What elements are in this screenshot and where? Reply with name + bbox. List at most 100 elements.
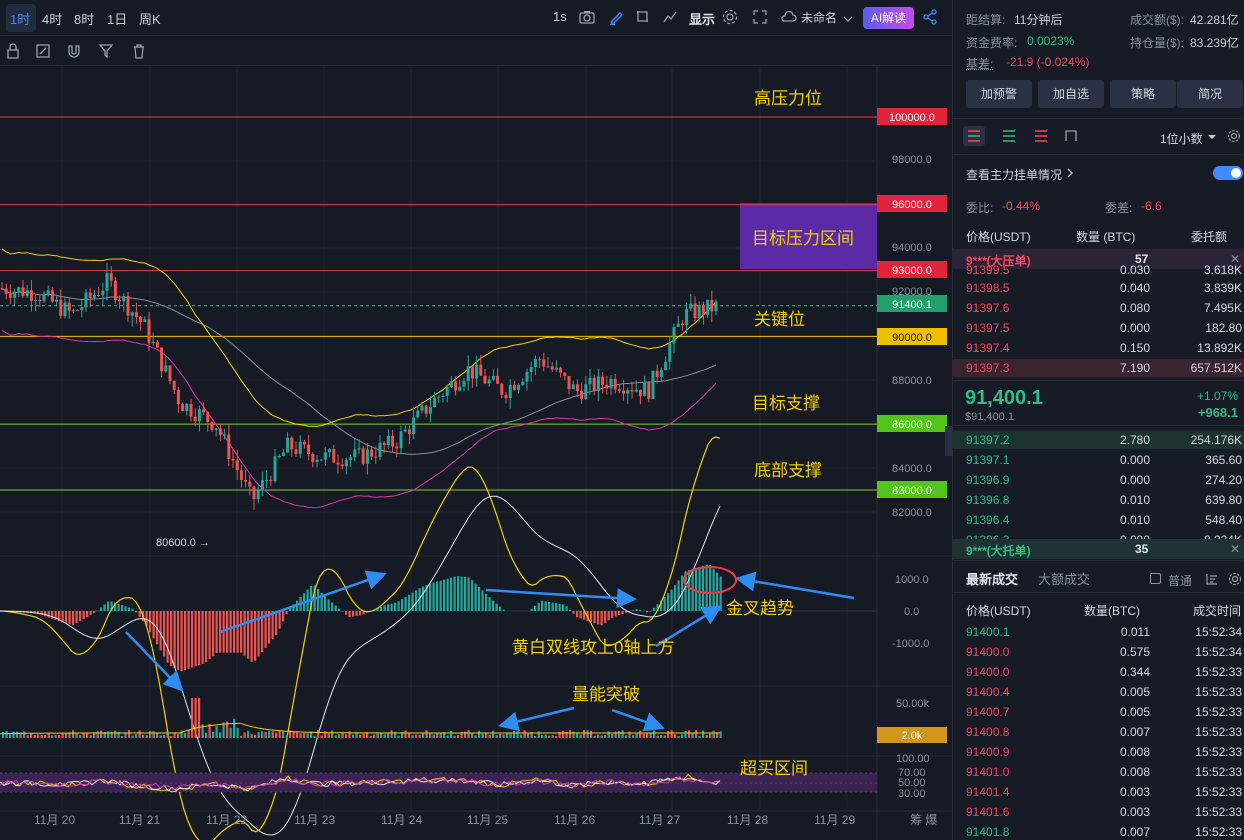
trade-row[interactable]: 91400.9 0.008 15:52:33 [952,742,1244,762]
gear-icon[interactable] [1228,572,1242,586]
price-cell: 91398.5 [966,281,1010,295]
book-header-qty[interactable]: 数量 (BTC) [1076,230,1136,244]
fullscreen-icon[interactable] [751,8,769,26]
bid-row[interactable]: 91396.9 0.000 274.20 [952,470,1244,490]
strategy-button[interactable]: 策略 [1110,80,1176,108]
main-orders-link[interactable]: 查看主力挂单情况 [966,168,1063,182]
sort-icon[interactable] [1205,572,1219,586]
macd-bar [310,586,313,611]
trade-row[interactable]: 91401.4 0.003 15:52:33 [952,782,1244,802]
ask-row[interactable]: 91397.6 0.080 7.495K [952,298,1244,318]
book-both-view[interactable] [963,126,985,146]
trade-row[interactable]: 91400.0 0.344 15:52:33 [952,662,1244,682]
layout-name[interactable]: 未命名 [801,11,838,25]
cloud-icon [781,10,797,22]
macd-bar [114,602,117,611]
chevron-right-icon[interactable] [1065,167,1075,179]
price-chart[interactable]: 98000.0 94000.0 92000.0 88000.0 84000.0 … [0,66,952,840]
chart-area[interactable]: 98000.0 94000.0 92000.0 88000.0 84000.0 … [0,66,952,840]
gear-icon[interactable] [1227,129,1241,143]
volume-bar [425,730,428,738]
pen-icon[interactable] [607,8,625,26]
share-icon[interactable] [921,8,939,26]
timeframe-1d[interactable]: 1日 [107,12,128,27]
ask-row[interactable]: 91397.4 0.150 13.892K [952,338,1244,358]
orderbook-asks-icon[interactable] [1033,128,1049,144]
trade-row[interactable]: 91401.0 0.008 15:52:33 [952,762,1244,782]
macd-bar [611,611,614,618]
seconds-button[interactable]: 1s [553,9,567,24]
bid-row[interactable]: 91397.2 2.780 254.176K [952,430,1244,450]
display-button[interactable]: 显示 [689,12,716,27]
crop-icon[interactable] [634,8,652,26]
tab-big-trades[interactable]: 大额成交 [1038,572,1091,587]
bid-row[interactable]: 91396.8 0.010 639.80 [952,490,1244,510]
caret-down-icon[interactable] [1207,132,1217,142]
annotation-arrow [735,571,855,600]
ask-row[interactable]: 91397.3 7.190 657.512K [952,358,1244,378]
volume-bar [548,735,551,738]
volume-bar [264,731,267,738]
trade-row[interactable]: 91400.1 0.011 15:52:34 [952,622,1244,642]
ask-row[interactable]: 91399.5 0.030 3.618K [952,260,1244,280]
diff-label: 委差: [1105,201,1133,215]
volume-bar [530,732,533,738]
panel-collapse-handle[interactable] [945,426,952,456]
settings-icon[interactable] [721,8,739,26]
ai-interpret-button[interactable]: AI解读 [863,7,914,29]
big-ask-row[interactable]: 9***(大压单) 57 ✕ [952,249,1244,269]
overview-button[interactable]: 简况 [1177,80,1243,108]
bid-row[interactable]: 91397.1 0.000 365.60 [952,450,1244,470]
macd-bar [432,582,435,611]
big-bid-row[interactable]: 9***(大托单) 35 ✕ [952,539,1244,559]
trade-row[interactable]: 91400.0 0.575 15:52:34 [952,642,1244,662]
magnet-icon[interactable] [65,42,83,60]
trade-row[interactable]: 91400.7 0.005 15:52:33 [952,702,1244,722]
mid-price-block: 91,400.1 $91,400.1 +1.07% +968.1 [952,380,1244,426]
candle-body [340,464,344,467]
normal-checkbox[interactable] [1150,573,1161,584]
amount-cell: 15:52:33 [1195,825,1242,839]
timeframe-8h[interactable]: 8时 [74,12,95,27]
add-watchlist-button[interactable]: 加自选 [1038,80,1104,108]
volume-bar [149,730,152,738]
indicator-icon[interactable] [661,8,679,26]
chevron-down-icon[interactable] [839,10,857,28]
volume-bar [289,730,292,738]
trade-row[interactable]: 91401.8 0.007 15:52:33 [952,822,1244,840]
main-orders-toggle[interactable] [1213,166,1243,180]
filter-icon[interactable] [97,42,115,60]
bid-row[interactable]: 91396.4 0.010 548.40 [952,510,1244,530]
volume-bar [320,735,323,738]
timeframe-week[interactable]: 周K [139,12,161,27]
macd-bar [331,602,334,611]
ask-row[interactable]: 91397.5 0.000 182.80 [952,318,1244,338]
candle-body [475,364,479,379]
decimals-select[interactable]: 1位小数 [1160,132,1203,146]
add-alert-button[interactable]: 加预警 [966,80,1032,108]
timeframe-1h[interactable]: 1时 [6,4,36,32]
volume-bar [229,727,232,738]
edit-icon[interactable] [34,42,52,60]
candle-body [92,294,96,298]
volume-bar [572,731,575,738]
tab-latest-trades[interactable]: 最新成交 [966,572,1019,587]
orderbook-depth-icon[interactable] [1063,128,1079,144]
trade-header-qty[interactable]: 数量(BTC) [1084,604,1140,618]
trade-row[interactable]: 91400.4 0.005 15:52:33 [952,682,1244,702]
macd-tick: 1000.0 [895,574,929,586]
trash-icon[interactable] [130,42,148,60]
price-cell: 91397.6 [966,301,1010,315]
ask-row[interactable]: 91398.5 0.040 3.839K [952,278,1244,298]
orderbook-bids-icon[interactable] [1001,128,1017,144]
trade-row[interactable]: 91401.6 0.003 15:52:33 [952,802,1244,822]
candle-body [139,317,143,322]
lock-icon[interactable] [4,42,22,60]
close-icon[interactable]: ✕ [1230,252,1241,266]
trade-row[interactable]: 91400.8 0.007 15:52:33 [952,722,1244,742]
book-header-amount[interactable]: 委托额 [1191,230,1228,244]
volume-bar [380,733,383,738]
timeframe-4h[interactable]: 4时 [42,12,63,27]
close-icon[interactable]: ✕ [1230,542,1241,556]
camera-icon[interactable] [578,8,596,26]
